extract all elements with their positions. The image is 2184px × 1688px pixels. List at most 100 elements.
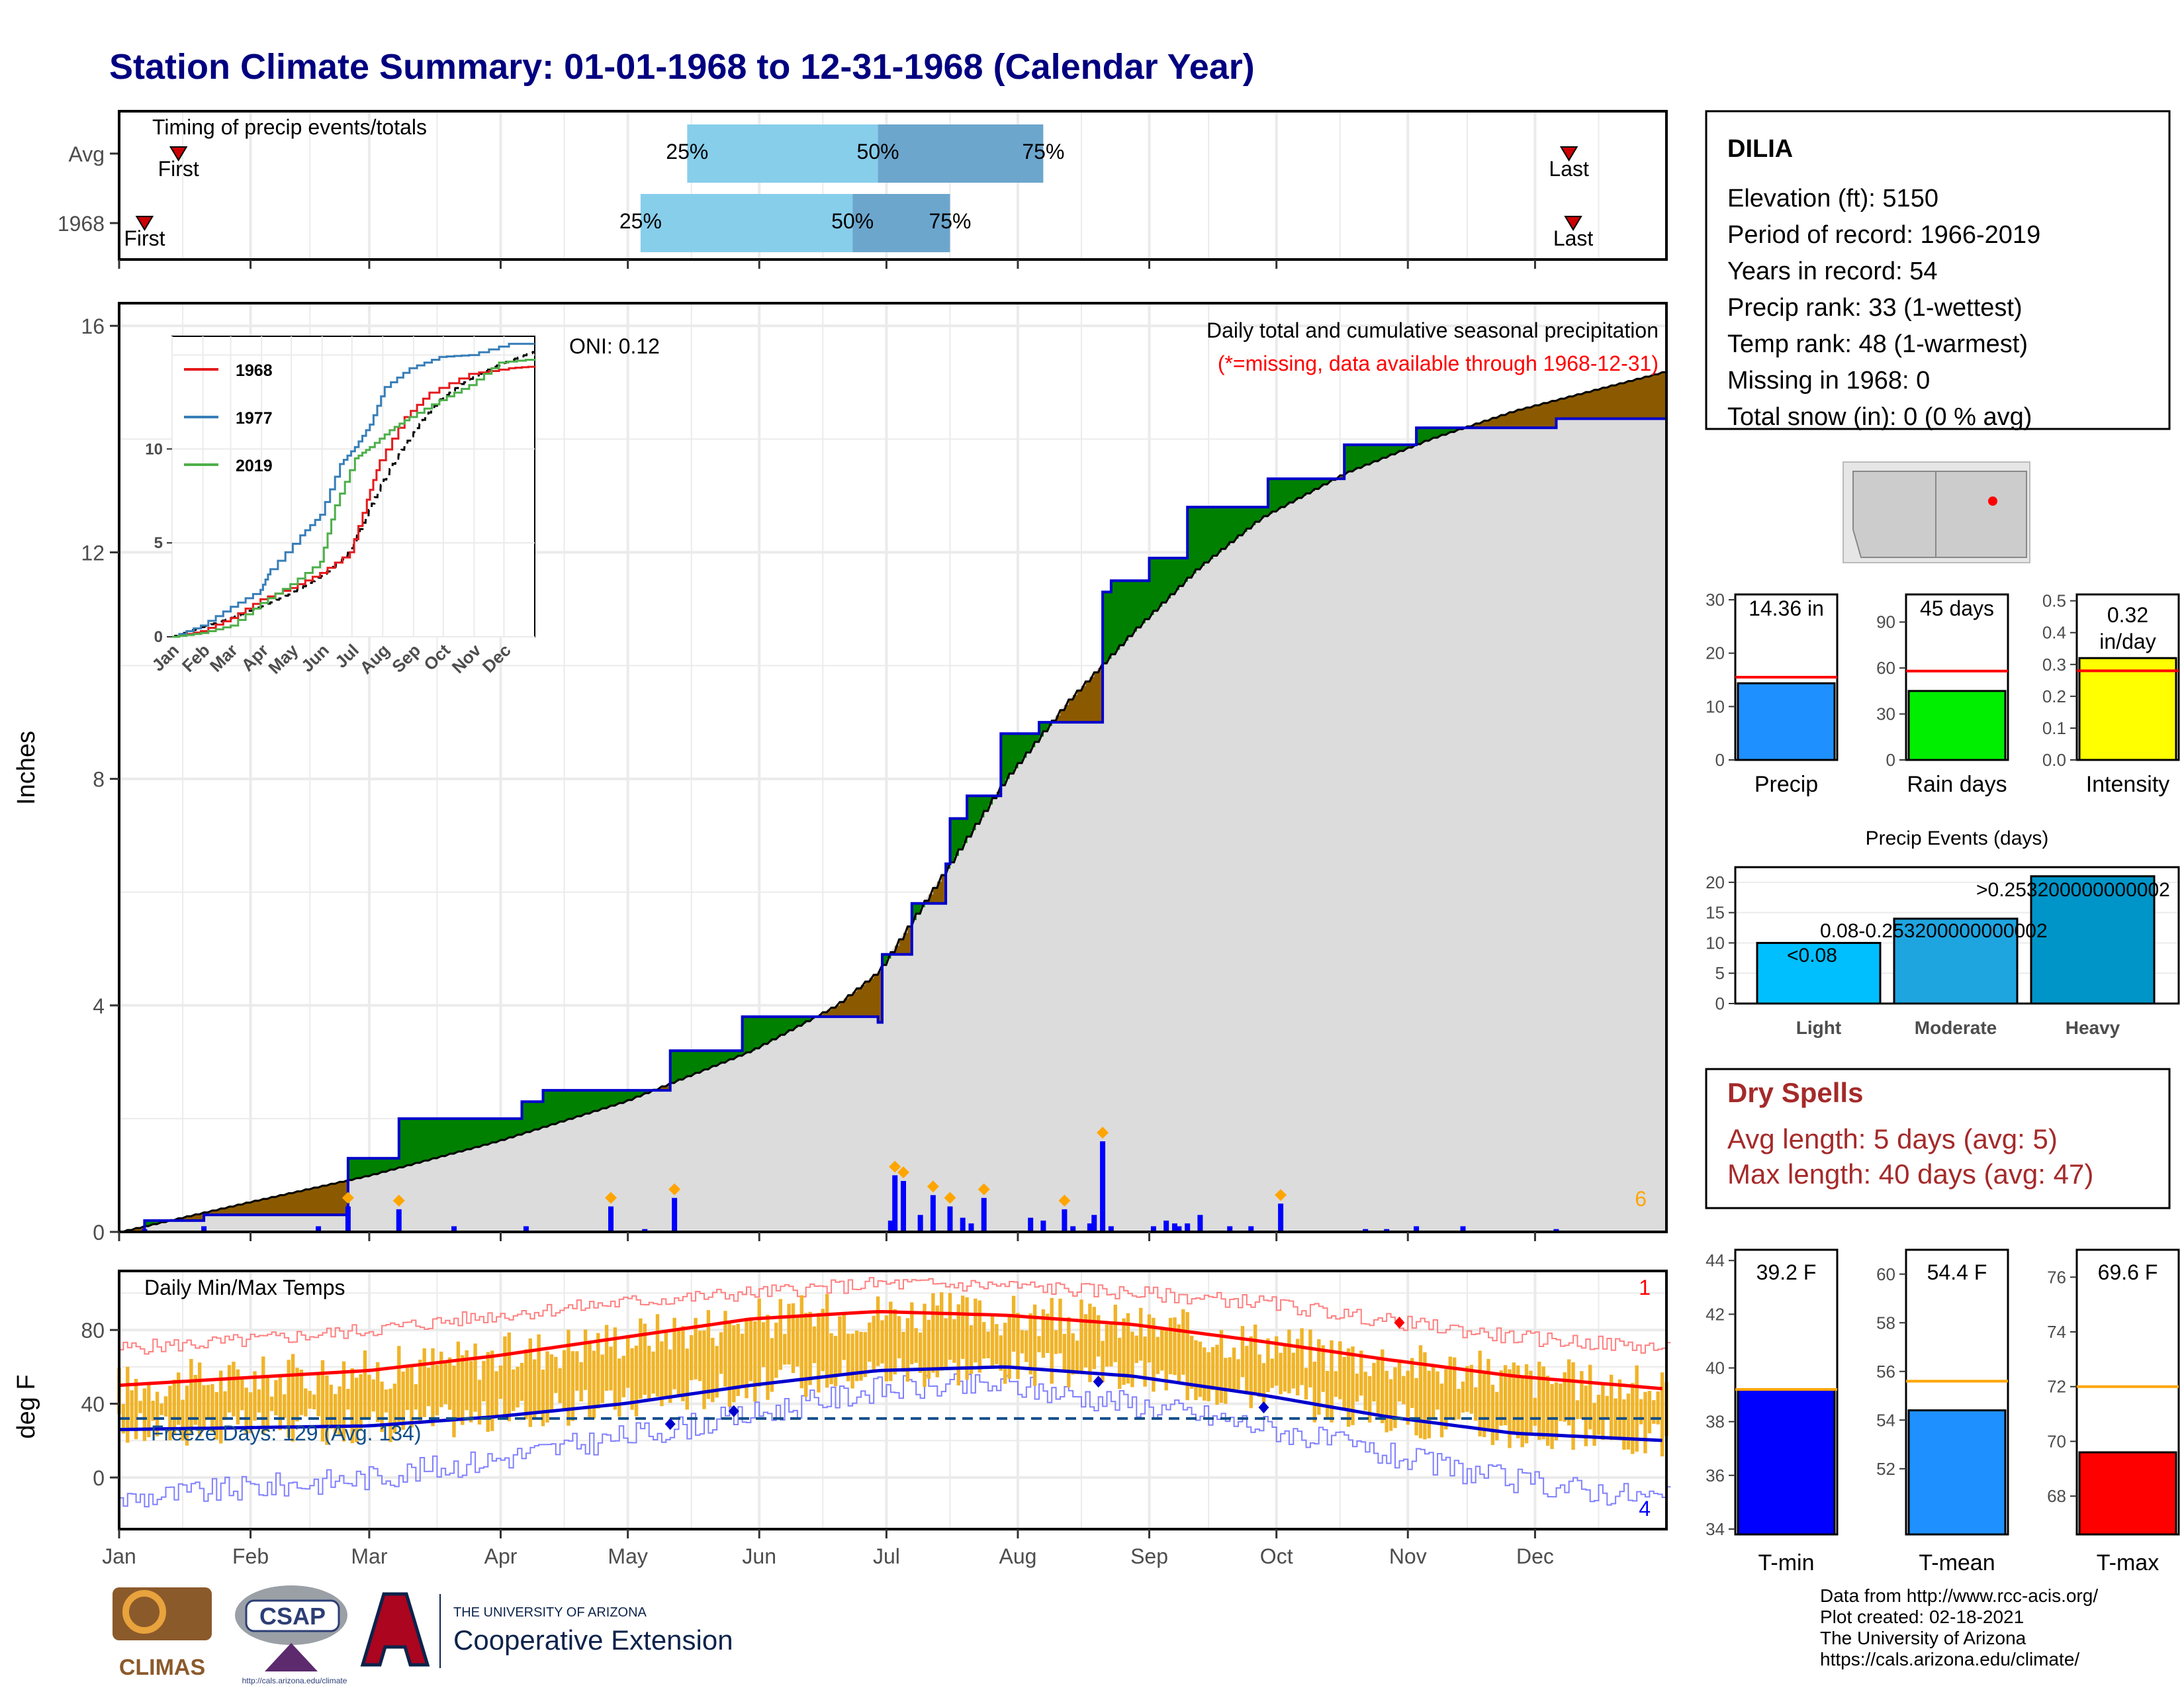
cumulative-difference-band [1153,557,1158,611]
y-tick-label: 10 [1706,696,1725,716]
cumulative-difference-band [335,1182,340,1215]
event-bar-label: Heavy [2066,1017,2120,1038]
cumulative-difference-band [284,1194,289,1215]
page-title: Station Climate Summary: 01-01-1968 to 1… [109,47,1255,87]
cumulative-difference-band [352,1158,357,1180]
timing-q50-label: 50% [857,140,899,164]
cumulative-difference-band [1056,715,1061,723]
cumulative-difference-band [1535,405,1540,428]
month-tick-label: Jul [873,1544,900,1568]
month-tick-label: Oct [1260,1544,1293,1568]
cumulative-difference-band [1225,506,1230,546]
cumulative-difference-band [793,1016,798,1029]
summary-value-label: in/day [2099,630,2156,653]
cumulative-difference-band [805,1016,811,1021]
station-info-line: Elevation (ft): 5150 [1727,185,1938,212]
inset-legend-label: 1977 [236,409,273,428]
university-of-arizona-logo: THE UNIVERSITY OF ARIZONA Cooperative Ext… [360,1592,733,1668]
y-tick-label: 0.3 [2042,655,2066,675]
daily-precip-bar [1248,1226,1254,1232]
cumulative-difference-band [263,1199,268,1215]
cumulative-difference-band [1382,444,1387,458]
cumulative-difference-band [1420,428,1426,443]
cumulative-difference-band [1030,733,1036,747]
cumulative-difference-band [403,1118,408,1166]
cumulative-difference-band [1200,506,1205,566]
event-range-label: <0.08 [1787,945,1837,966]
precip-y-axis-title: Inches [13,731,40,805]
daily-precip-bar [1091,1215,1097,1232]
cumulative-difference-band [975,796,980,824]
cumulative-difference-band [1246,506,1251,529]
y-tick-label: 52 [1876,1459,1895,1479]
cumulative-difference-band [954,818,959,856]
cumulative-difference-band [1001,733,1006,786]
cumulative-difference-band [848,995,853,1017]
cumulative-difference-band [1140,581,1146,624]
cumulative-difference-band [518,1118,523,1135]
timing-q75-label: 75% [929,209,971,233]
y-tick-label: 56 [1876,1362,1895,1382]
cumulative-difference-band [467,1118,472,1150]
first-event-marker [169,146,188,162]
cumulative-difference-band [1361,444,1366,467]
cumulative-difference-band [687,1051,692,1076]
daily-precip-bar [1460,1226,1466,1232]
cumulative-difference-band [1445,428,1451,434]
cumulative-difference-band [1281,479,1286,507]
y-tick-label: 12 [81,541,105,565]
cumulative-difference-band [475,1118,480,1147]
cumulative-difference-band [555,1090,561,1123]
cumulative-difference-band [594,1090,599,1111]
cumulative-difference-band [398,1118,404,1168]
station-info-line: Total snow (in): 0 (0 % avg) [1727,403,2032,431]
daily-record-marker [1275,1189,1287,1201]
cumulative-difference-band [1543,402,1549,428]
month-tick-label: Apr [484,1544,518,1568]
daily-precip-bar [672,1197,678,1232]
cumulative-difference-band [1509,412,1515,428]
inset-series-line [172,359,536,638]
y-tick-label: 80 [81,1319,105,1342]
cumulative-difference-band [666,1084,671,1091]
cumulative-difference-band [602,1090,608,1109]
cumulative-difference-band [636,1090,641,1097]
cumulative-difference-band [356,1158,361,1178]
cumulative-difference-band [1556,399,1561,419]
cumulative-difference-band [1034,733,1040,742]
cumulative-difference-band [233,1205,238,1215]
cumulative-difference-band [1306,479,1311,494]
y-tick-label: 10 [1706,933,1725,953]
y-tick-label: 72 [2047,1377,2066,1397]
cumulative-difference-band [1539,404,1544,428]
cumulative-difference-band [1619,383,1625,419]
cumulative-difference-band [1387,444,1392,456]
cumulative-difference-band [289,1193,294,1215]
cumulative-difference-band [390,1158,395,1170]
cumulative-difference-band [598,1090,603,1110]
cumulative-difference-band [1369,444,1375,463]
cumulative-difference-band [509,1118,514,1138]
cumulative-difference-band [615,1090,620,1105]
timing-q75-label: 75% [1022,140,1064,164]
cumulative-difference-band [301,1190,306,1215]
daily-precip-bar [1363,1229,1369,1232]
cumulative-difference-band [1480,422,1485,428]
station-info-line: Temp rank: 48 (1-warmest) [1727,330,2028,358]
freeze-days-label: Freeze Days: 129 (Avg. 134) [151,1421,422,1445]
temp-value-label: 39.2 F [1756,1260,1817,1284]
record-min-marker [728,1405,739,1417]
summary-bar-label: Rain days [1907,772,2007,797]
summary-bar [1737,682,1836,761]
daily-record-marker [392,1194,405,1207]
cumulative-difference-band [1263,506,1269,516]
cumulative-difference-band [216,1209,222,1215]
cumulative-difference-band [365,1158,370,1176]
daily-precip-bar [1197,1215,1203,1232]
station-info-line: Period of record: 1966-2019 [1727,221,2040,249]
cumulative-difference-band [1191,506,1197,574]
cumulative-difference-band [441,1118,446,1156]
cumulative-difference-band [1187,506,1193,578]
cumulative-difference-band [623,1090,629,1102]
